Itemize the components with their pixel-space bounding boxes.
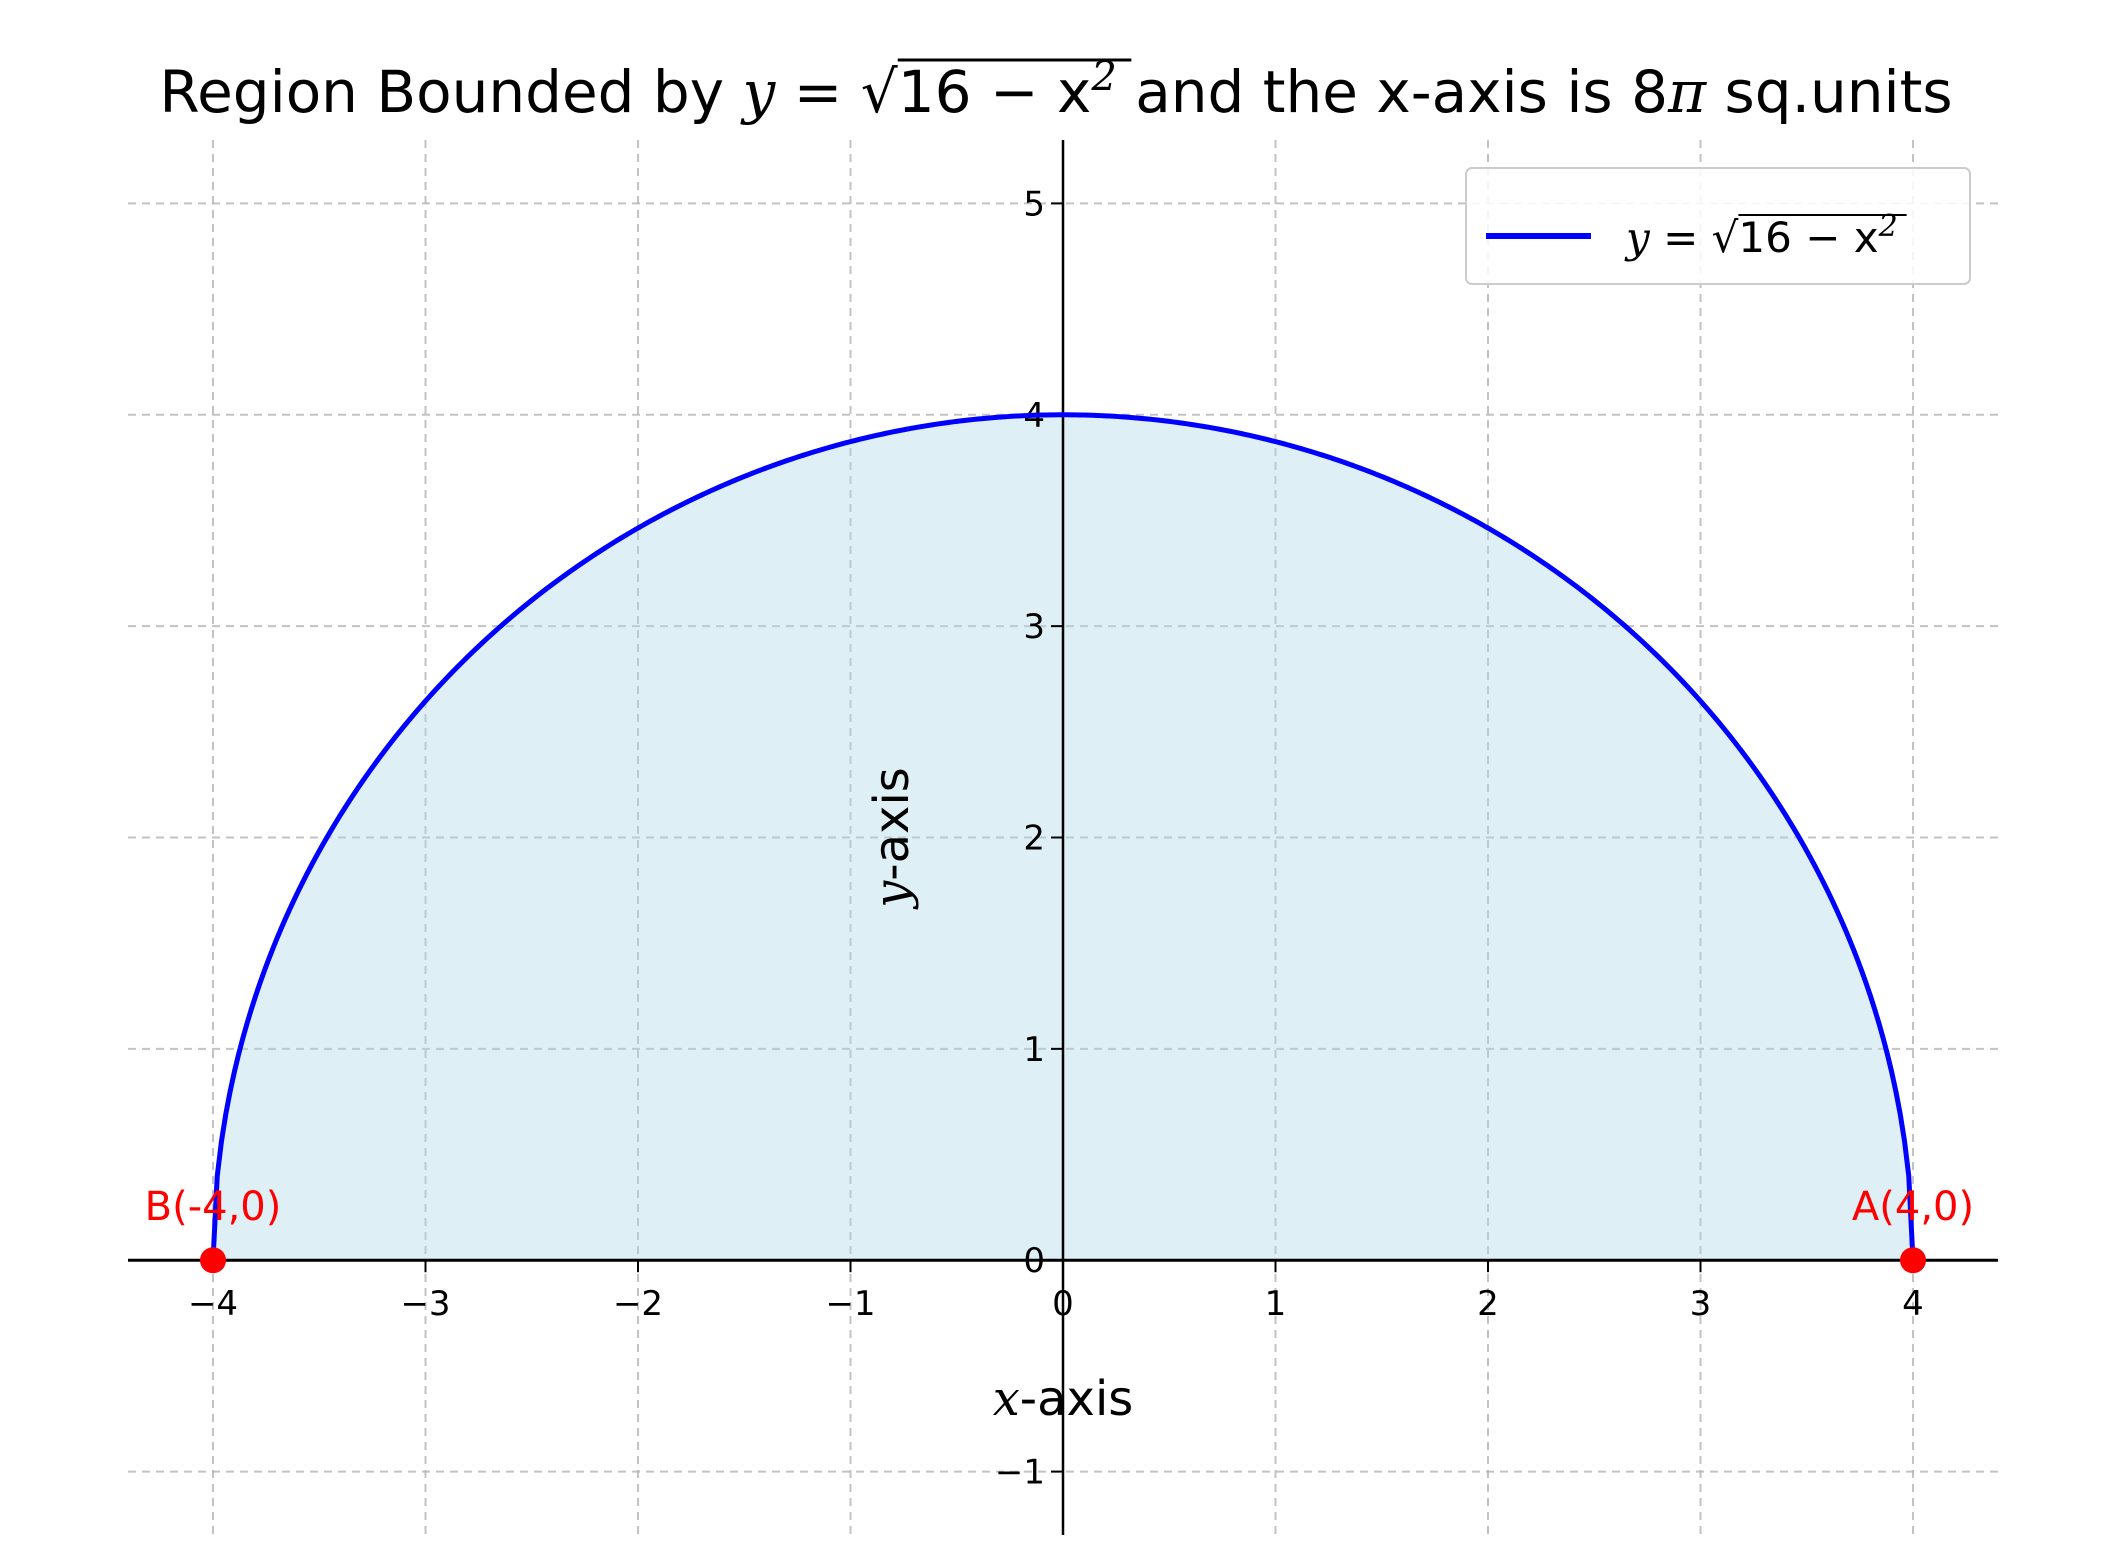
x-tick-label: −2 [613,1284,663,1324]
title-radical-sign: √ [861,58,898,126]
y-axis-label: y-axis [864,767,920,910]
x-tick-label: −4 [188,1284,238,1324]
x-tick-label: 1 [1265,1284,1287,1324]
x-tick-label: 0 [1052,1284,1074,1324]
title-prefix: Region Bounded by [159,58,742,126]
legend-entry-label: y = √16 − x2 [1624,209,1898,262]
title-pi: π [1667,58,1707,126]
points: A(4,0) B(-4,0) [145,1184,1974,1274]
title-equation-eq: = [775,58,860,126]
y-tick-label: 2 [1023,819,1045,859]
series-line [210,412,1916,1261]
legend-box [1465,167,1971,285]
x-tick-label: 4 [1902,1284,1924,1324]
y-tick-label: 0 [1023,1241,1045,1281]
chart-title: Region Bounded by y = √16 − x2 and the x… [159,54,1952,126]
point-label: B(-4,0) [145,1184,282,1230]
title-radicand: 16 − x [898,58,1092,126]
x-axis-label: x-axis [993,1371,1134,1427]
y-tick-label: 5 [1023,184,1045,224]
title-equation-var: y [740,58,777,126]
title-suffix-pre: and the x-axis is 8 [1117,58,1668,126]
y-tick-label: 3 [1023,607,1045,647]
x-tick-label: −3 [400,1284,450,1324]
x-tick-label: 3 [1690,1284,1712,1324]
y-tick-label: −1 [995,1453,1045,1493]
point-marker [200,1247,226,1274]
title-exponent: 2 [1090,54,1116,100]
point-label: A(4,0) [1852,1184,1974,1230]
x-tick-label: −1 [825,1284,875,1324]
y-tick-label: 1 [1023,1030,1045,1070]
legend: y = √16 − x2 [1465,167,1971,285]
x-tick-label: 2 [1477,1284,1499,1324]
title-suffix-post: sq.units [1706,58,1953,126]
svg-text:Region Bounded by y = √16 − x2: Region Bounded by y = √16 − x2 and the x… [159,54,1952,126]
point-marker [1900,1247,1926,1274]
